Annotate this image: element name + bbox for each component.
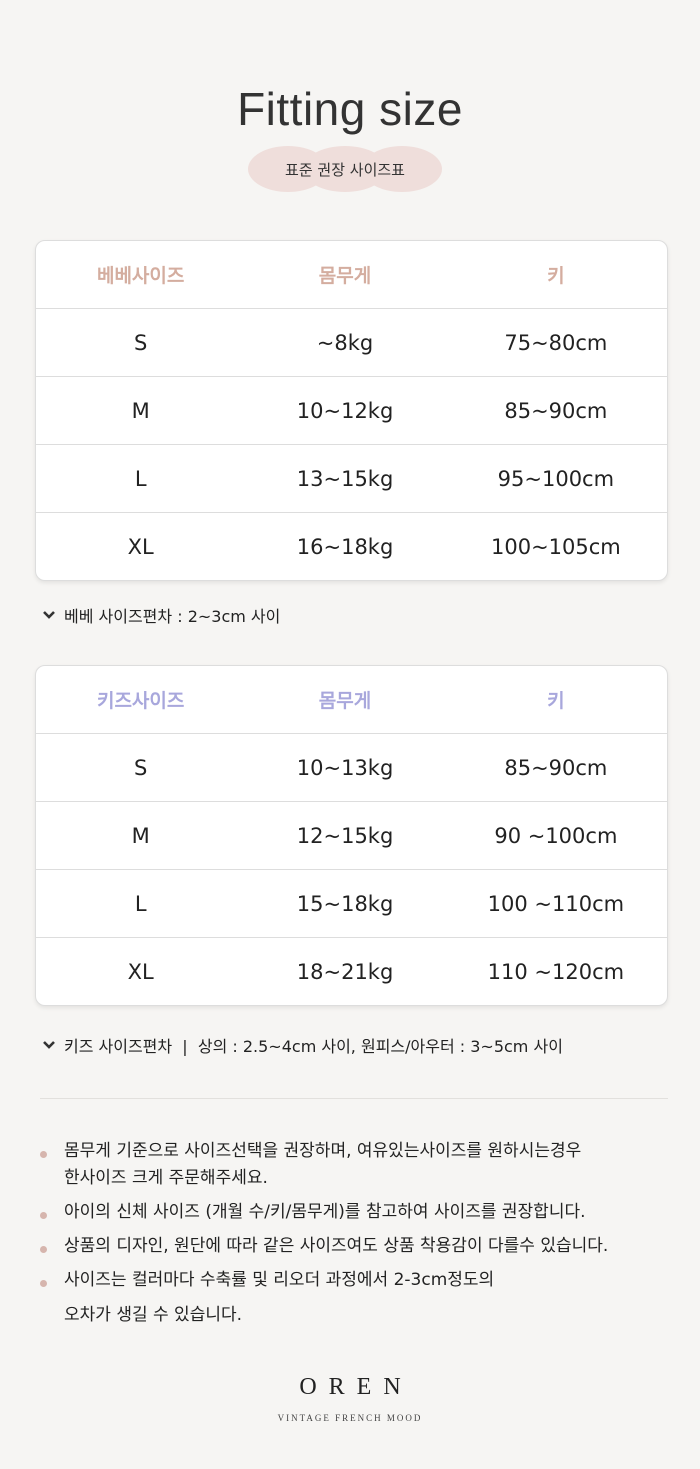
column-header: 베베사이즈 — [96, 265, 185, 287]
list-item-text: 아이의 신체 사이즈 (개월 수/키/몸무게)를 참고하여 사이즈를 권장합니다… — [64, 1202, 586, 1222]
list-item: 아이의 신체 사이즈 (개월 수/키/몸무게)를 참고하여 사이즈를 권장합니다… — [40, 1199, 680, 1226]
note-text: 베베 사이즈편차 : 2~3cm 사이 — [64, 607, 281, 626]
table-header-row: 베베사이즈 몸무게 키 — [36, 241, 667, 308]
page-title: Fitting size — [237, 83, 463, 135]
table-cell: XL — [127, 534, 154, 559]
table-row: XL 18~21kg 110 ~120cm — [36, 937, 667, 1005]
table-cell: S — [134, 755, 148, 780]
bullet-icon — [40, 1212, 47, 1219]
table-cell: 90 ~100cm — [494, 823, 618, 848]
list-item-text: 몸무게 기준으로 사이즈선택을 권장하며, 여유있는사이즈를 원하시는경우 — [64, 1141, 582, 1161]
column-header: 키 — [547, 265, 565, 287]
table-cell: 85~90cm — [504, 398, 608, 423]
table-cell: 100~105cm — [490, 534, 621, 559]
table-cell: 95~100cm — [497, 466, 615, 491]
baby-size-note: 베베 사이즈편차 : 2~3cm 사이 — [42, 603, 280, 627]
table-cell: XL — [127, 959, 154, 984]
list-item-text: 사이즈는 컬러마다 수축률 및 리오더 과정에서 2-3cm정도의 — [64, 1270, 495, 1290]
list-item-text: 한사이즈 크게 주문해주세요. — [64, 1168, 268, 1188]
list-item-text: 상품의 디자인, 원단에 따라 같은 사이즈여도 상품 착용감이 다를수 있습니… — [64, 1236, 609, 1256]
subtitle-badge: 표준 권장 사이즈표 — [248, 146, 442, 192]
table-cell: 16~18kg — [296, 534, 394, 559]
kids-size-table: 키즈사이즈 몸무게 키 S 10~13kg 85~90cm M 12~15kg 90 ~100c… — [35, 665, 668, 1006]
table-cell: S — [134, 330, 148, 355]
table-cell: 10~12kg — [296, 398, 394, 423]
table-cell: 15~18kg — [296, 891, 394, 916]
column-header: 몸무게 — [318, 690, 372, 712]
divider — [40, 1098, 668, 1099]
table-cell: 75~80cm — [504, 330, 608, 355]
table-row: M 12~15kg 90 ~100cm — [36, 801, 667, 869]
table-cell: 10~13kg — [296, 755, 394, 780]
chevron-down-icon — [43, 1041, 55, 1049]
column-header: 몸무게 — [318, 265, 372, 287]
table-cell: 100 ~110cm — [487, 891, 625, 916]
kids-size-note: 키즈 사이즈편차 | 상의 : 2.5~4cm 사이, 원피스/아우터 : 3~… — [42, 1033, 563, 1057]
table-row: S ~8kg 75~80cm — [36, 308, 667, 376]
bullet-icon — [40, 1246, 47, 1253]
table-cell: 13~15kg — [296, 466, 394, 491]
list-item-text: 오차가 생길 수 있습니다. — [64, 1305, 243, 1325]
column-header: 키즈사이즈 — [96, 690, 185, 712]
table-cell: ~8kg — [316, 330, 374, 355]
table-cell: M — [131, 823, 150, 848]
table-cell: 110 ~120cm — [487, 959, 625, 984]
column-header: 키 — [547, 690, 565, 712]
table-cell: L — [134, 466, 147, 491]
table-row: L 15~18kg 100 ~110cm — [36, 869, 667, 937]
table-row: L 13~15kg 95~100cm — [36, 444, 667, 512]
table-row: M 10~12kg 85~90cm — [36, 376, 667, 444]
table-row: XL 16~18kg 100~105cm — [36, 512, 667, 580]
chevron-down-icon — [43, 611, 55, 619]
table-row: S 10~13kg 85~90cm — [36, 733, 667, 801]
bullet-icon — [40, 1280, 47, 1287]
table-cell: 85~90cm — [504, 755, 608, 780]
bullet-icon — [40, 1151, 47, 1158]
list-item: 상품의 디자인, 원단에 따라 같은 사이즈여도 상품 착용감이 다를수 있습니… — [40, 1233, 680, 1260]
subtitle: 표준 권장 사이즈표 — [285, 161, 405, 179]
brand-logo: OREN — [299, 1374, 413, 1400]
note-text: 키즈 사이즈편차 | 상의 : 2.5~4cm 사이, 원피스/아우터 : 3~… — [64, 1037, 563, 1056]
brand-tagline: VINTAGE FRENCH MOOD — [277, 1413, 423, 1423]
table-cell: 12~15kg — [296, 823, 394, 848]
table-cell: M — [131, 398, 150, 423]
table-header-row: 키즈사이즈 몸무게 키 — [36, 666, 667, 733]
baby-size-table: 베베사이즈 몸무게 키 S ~8kg 75~80cm M 10~12kg 85~90cm L 13~… — [35, 240, 668, 581]
table-cell: 18~21kg — [296, 959, 394, 984]
table-cell: L — [134, 891, 147, 916]
